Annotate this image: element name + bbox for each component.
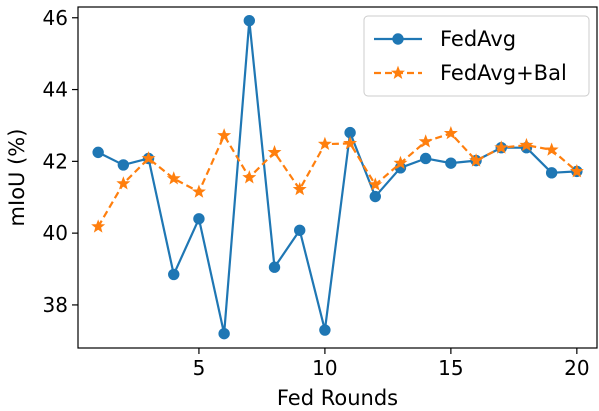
- data-point-circle: [268, 261, 281, 273]
- y-tick-label: 46: [43, 6, 68, 30]
- legend-marker: [391, 65, 405, 79]
- x-axis-label: Fed Rounds: [277, 386, 398, 410]
- data-point-star: [544, 142, 559, 156]
- data-point-star: [494, 140, 509, 154]
- data-point-circle: [294, 224, 306, 236]
- y-axis-ticks: 38 40 42 44 46: [43, 6, 78, 317]
- data-point-circle: [193, 213, 205, 225]
- data-point-circle: [218, 327, 230, 340]
- data-point-star: [191, 184, 206, 198]
- data-point-circle: [369, 190, 381, 203]
- data-point-star: [393, 155, 408, 170]
- data-point-star: [292, 182, 307, 196]
- data-point-star: [217, 128, 232, 142]
- x-tick-label: 10: [312, 356, 337, 380]
- data-point-star: [418, 134, 433, 148]
- x-tick-label: 20: [564, 356, 589, 380]
- data-point-star: [141, 151, 156, 165]
- data-point-star: [166, 171, 181, 185]
- data-point-circle: [117, 159, 130, 171]
- plot-layer: [91, 14, 584, 340]
- data-point-circle: [319, 324, 331, 336]
- data-point-circle: [545, 167, 558, 179]
- legend-marker: [392, 33, 404, 45]
- plot-frame: [77, 6, 598, 349]
- data-point-star: [116, 176, 131, 190]
- y-tick-label: 42: [43, 149, 68, 173]
- data-point-circle: [445, 157, 457, 169]
- legend-items: FedAvg FedAvg+Bal: [374, 27, 567, 85]
- legend-label: FedAvg+Bal: [440, 61, 567, 85]
- y-tick-label: 38: [43, 293, 68, 317]
- data-point-star: [569, 164, 584, 178]
- series-fedavg-bal: [91, 126, 584, 233]
- data-point-star: [317, 136, 332, 151]
- data-point-star: [519, 137, 534, 152]
- legend-label: FedAvg: [440, 27, 516, 51]
- data-point-star: [242, 170, 257, 184]
- data-point-circle: [92, 146, 104, 159]
- data-point-star: [443, 126, 458, 140]
- y-tick-label: 44: [43, 78, 68, 102]
- legend-item: FedAvg+Bal: [374, 61, 567, 85]
- data-point-circle: [419, 152, 432, 165]
- x-tick-label: 5: [193, 356, 206, 380]
- data-point-star: [343, 136, 358, 150]
- legend-item: FedAvg: [374, 27, 516, 51]
- y-tick-label: 40: [43, 221, 68, 245]
- data-point-circle: [243, 14, 256, 27]
- data-point-star: [91, 219, 106, 233]
- legend-box: [363, 15, 590, 97]
- series-line: [97, 132, 578, 228]
- data-point-star: [368, 177, 383, 191]
- y-axis-label: mIoU (%): [5, 129, 29, 227]
- data-point-star: [267, 145, 282, 159]
- legend: FedAvg FedAvg+Bal: [363, 15, 590, 97]
- x-tick-label: 15: [438, 356, 463, 380]
- x-axis-ticks: 5 10 15 20: [193, 348, 590, 380]
- data-point-star: [469, 153, 484, 167]
- data-point-circle: [168, 268, 180, 281]
